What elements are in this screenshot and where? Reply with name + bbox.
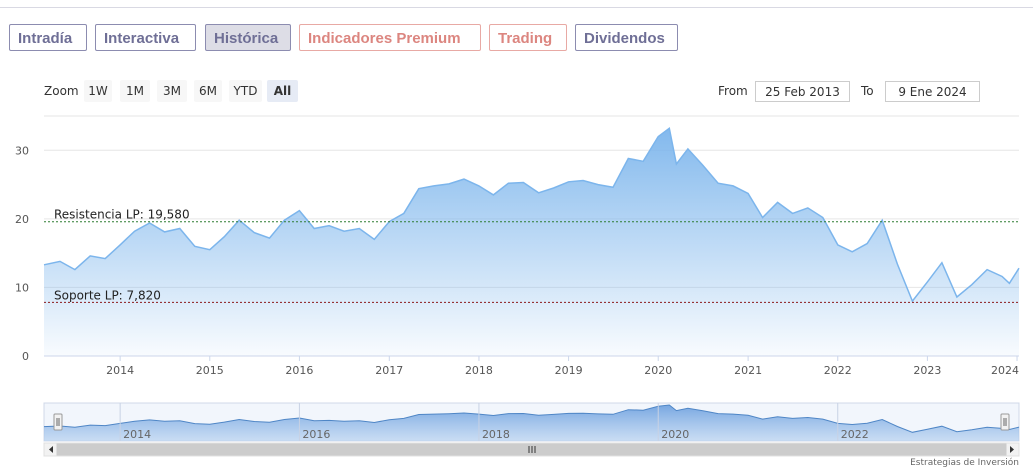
navigator-tick-label: 2018 — [482, 428, 510, 441]
navigator-left-handle[interactable] — [53, 413, 63, 431]
tab-dividendos[interactable]: Dividendos — [575, 24, 678, 51]
x-tick-label: 2014 — [106, 364, 134, 377]
from-label: From — [718, 84, 748, 98]
y-tick-label: 0 — [22, 350, 29, 363]
resistance-label: Resistencia LP: 19,580 — [54, 208, 190, 222]
tab-intrad-a[interactable]: Intradía — [9, 24, 87, 51]
x-tick-label: 2024 — [991, 364, 1019, 377]
tab-hist-rica[interactable]: Histórica — [205, 24, 291, 51]
scroll-left-arrow-icon[interactable] — [49, 446, 53, 453]
scroll-right-arrow-icon[interactable] — [1010, 446, 1014, 453]
zoom-label: Zoom — [44, 84, 79, 98]
chart-credit[interactable]: Estrategias de Inversión — [910, 458, 1019, 468]
zoom-button-ytd[interactable]: YTD — [229, 80, 262, 102]
series-line — [43, 126, 1020, 303]
y-tick-label: 10 — [15, 281, 29, 294]
x-tick-label: 2015 — [196, 364, 224, 377]
navigator-tick-label: 2014 — [123, 428, 151, 441]
x-tick-label: 2022 — [824, 364, 852, 377]
tab-interactiva[interactable]: Interactiva — [95, 24, 196, 51]
y-tick-label: 20 — [15, 213, 29, 226]
support-label: Soporte LP: 7,820 — [54, 288, 161, 302]
to-date-input[interactable]: 9 Ene 2024 — [885, 81, 980, 102]
navigator-line — [43, 404, 1020, 433]
x-tick-label: 2020 — [644, 364, 672, 377]
y-tick-label: 30 — [15, 144, 29, 157]
x-tick-label: 2019 — [555, 364, 583, 377]
x-tick-label: 2016 — [285, 364, 313, 377]
navigator-tick-label: 2022 — [841, 428, 869, 441]
from-date-input[interactable]: 25 Feb 2013 — [755, 81, 850, 102]
series-area — [44, 128, 1019, 356]
navigator-tick-label: 2020 — [661, 428, 689, 441]
x-tick-label: 2021 — [734, 364, 762, 377]
zoom-button-3m[interactable]: 3M — [157, 80, 187, 102]
x-tick-label: 2017 — [375, 364, 403, 377]
tab-indicadores-premium[interactable]: Indicadores Premium — [299, 24, 481, 51]
navigator-area — [44, 405, 1019, 441]
x-tick-label: 2018 — [465, 364, 493, 377]
tab-trading[interactable]: Trading — [489, 24, 567, 51]
zoom-button-6m[interactable]: 6M — [194, 80, 222, 102]
zoom-button-all[interactable]: All — [267, 80, 298, 102]
zoom-button-1m[interactable]: 1M — [120, 80, 150, 102]
zoom-button-1w[interactable]: 1W — [84, 80, 112, 102]
top-divider — [0, 7, 1033, 8]
x-tick-label: 2023 — [913, 364, 941, 377]
navigator-right-handle[interactable] — [1000, 413, 1010, 431]
navigator-tick-label: 2016 — [302, 428, 330, 441]
to-label: To — [861, 84, 874, 98]
